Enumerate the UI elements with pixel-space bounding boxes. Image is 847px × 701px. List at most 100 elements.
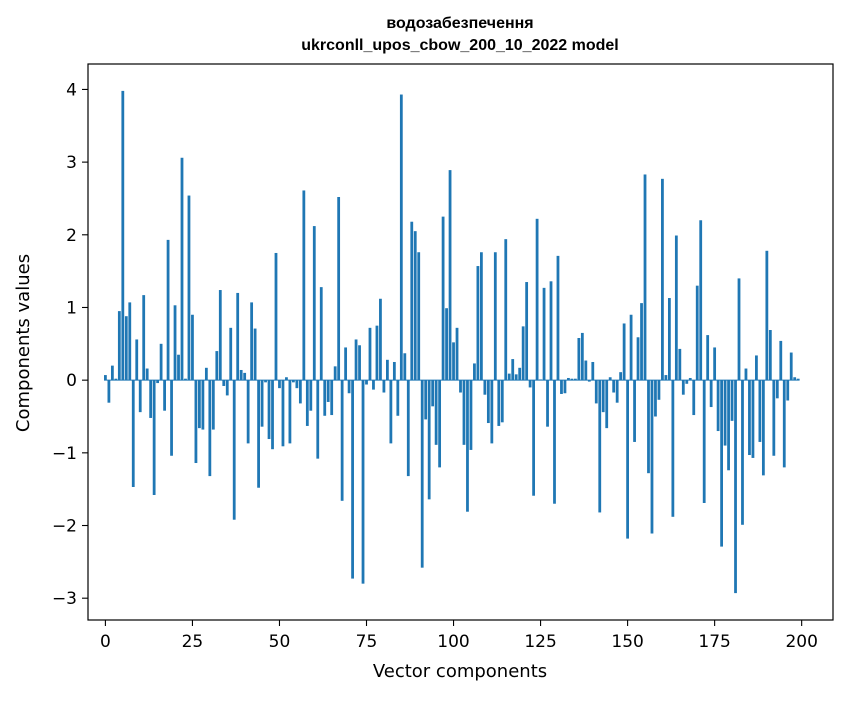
bar bbox=[379, 298, 382, 381]
bar bbox=[211, 380, 215, 430]
bar bbox=[720, 380, 723, 547]
bar bbox=[382, 380, 386, 393]
bar bbox=[173, 305, 177, 381]
bar bbox=[761, 380, 765, 476]
bar bbox=[772, 380, 776, 456]
bar bbox=[692, 380, 696, 416]
bar bbox=[271, 380, 274, 450]
bar bbox=[521, 326, 525, 381]
bar bbox=[184, 378, 187, 381]
bar bbox=[403, 353, 407, 381]
bar bbox=[779, 340, 783, 381]
y-tick-label: 3 bbox=[66, 153, 77, 173]
bar bbox=[525, 282, 529, 381]
bar bbox=[110, 365, 114, 381]
bar bbox=[424, 380, 428, 420]
bar bbox=[264, 380, 267, 383]
chart-subtitle: ukrconll_upos_cbow_200_10_2022 model bbox=[301, 37, 618, 54]
bar bbox=[702, 380, 706, 503]
bar bbox=[500, 380, 504, 423]
bar bbox=[257, 380, 260, 488]
bar bbox=[448, 170, 452, 381]
bar bbox=[587, 380, 591, 382]
bar bbox=[142, 295, 146, 381]
bar bbox=[535, 218, 539, 381]
bar bbox=[365, 380, 368, 385]
x-tick-label: 200 bbox=[785, 632, 817, 652]
bar bbox=[647, 380, 650, 474]
x-tick-label: 0 bbox=[100, 632, 111, 652]
y-tick-label: −3 bbox=[52, 589, 77, 609]
bar bbox=[737, 278, 741, 381]
bar bbox=[514, 374, 518, 381]
bar bbox=[413, 231, 417, 381]
bar bbox=[138, 380, 142, 413]
bar bbox=[302, 190, 306, 381]
bar bbox=[793, 377, 797, 381]
bar bbox=[626, 380, 629, 539]
bar bbox=[131, 380, 135, 487]
bar bbox=[594, 380, 598, 404]
bar bbox=[340, 380, 344, 501]
bar bbox=[358, 345, 361, 381]
bar bbox=[640, 303, 643, 381]
bar bbox=[298, 380, 302, 404]
bar bbox=[608, 377, 612, 381]
bar bbox=[128, 302, 132, 381]
bar bbox=[372, 380, 375, 390]
bar bbox=[225, 380, 229, 396]
bar bbox=[452, 342, 455, 381]
bar bbox=[250, 302, 254, 381]
bar bbox=[553, 380, 556, 504]
bar bbox=[532, 380, 535, 496]
y-tick-label: −1 bbox=[52, 444, 77, 464]
bar bbox=[152, 380, 156, 495]
bar bbox=[507, 373, 511, 381]
bar bbox=[681, 380, 685, 395]
bar bbox=[490, 380, 494, 444]
bar bbox=[661, 178, 664, 381]
bar bbox=[615, 380, 619, 403]
bar bbox=[319, 287, 323, 381]
bar bbox=[420, 380, 424, 568]
bar bbox=[580, 332, 584, 381]
bar bbox=[789, 352, 793, 381]
bar bbox=[246, 380, 250, 444]
bar bbox=[124, 316, 128, 381]
bar bbox=[674, 235, 678, 381]
bar bbox=[476, 266, 480, 381]
bar bbox=[469, 380, 473, 450]
x-tick-label: 100 bbox=[437, 632, 469, 652]
bar bbox=[191, 314, 194, 381]
bar bbox=[709, 380, 713, 408]
bar bbox=[650, 380, 654, 534]
bar bbox=[688, 377, 692, 381]
bar bbox=[170, 380, 173, 456]
bar bbox=[441, 216, 445, 381]
bar bbox=[741, 380, 744, 525]
bar bbox=[755, 355, 758, 381]
bar bbox=[612, 380, 616, 393]
bar bbox=[584, 360, 588, 381]
bar bbox=[466, 380, 469, 512]
bar bbox=[542, 287, 546, 381]
bar bbox=[751, 380, 755, 458]
bar bbox=[438, 380, 442, 468]
bar bbox=[633, 380, 636, 442]
bar bbox=[135, 339, 139, 381]
bar bbox=[730, 380, 734, 421]
bar bbox=[215, 351, 219, 381]
bar bbox=[563, 380, 567, 394]
bar bbox=[159, 343, 163, 381]
bar bbox=[347, 380, 351, 394]
bar bbox=[267, 380, 271, 440]
bar bbox=[163, 380, 166, 411]
bar bbox=[351, 380, 354, 579]
bar bbox=[657, 380, 661, 400]
bar bbox=[556, 255, 560, 381]
bar bbox=[295, 380, 299, 389]
bar bbox=[198, 380, 201, 429]
bar bbox=[549, 281, 553, 381]
bar bbox=[305, 380, 309, 426]
bar bbox=[480, 252, 483, 381]
